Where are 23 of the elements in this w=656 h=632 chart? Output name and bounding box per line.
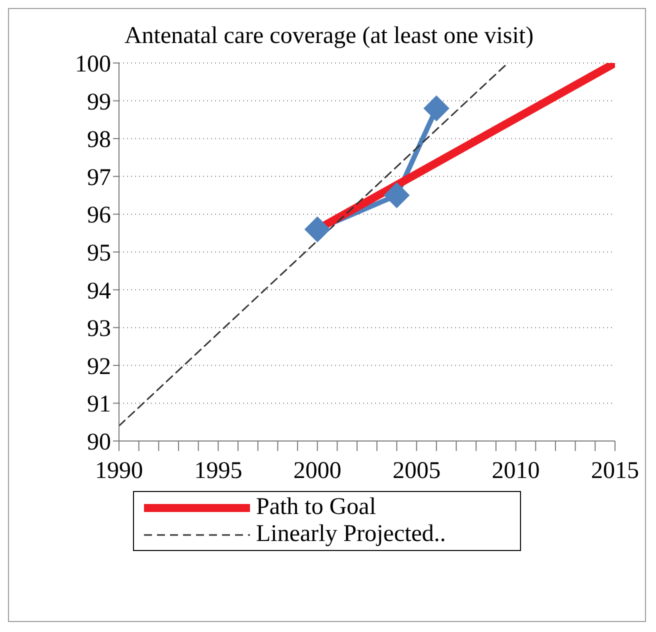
x-tick-label: 2015: [591, 458, 639, 484]
y-tick-label: 98: [87, 127, 111, 154]
legend-label: Path to Goal: [256, 494, 376, 521]
y-tick-label: 100: [75, 52, 111, 78]
x-tick-label: 2000: [293, 458, 342, 484]
y-tick-label: 90: [87, 430, 111, 456]
y-tick-label: 91: [87, 392, 111, 418]
y-tick-label: 92: [87, 354, 111, 380]
y-tick-label: 99: [87, 89, 111, 116]
y-tick-label: 93: [87, 316, 111, 342]
x-tick-label: 2005: [392, 458, 441, 484]
chart-title: Antenatal care coverage (at least one visit): [123, 22, 535, 51]
y-tick-label: 97: [87, 164, 111, 191]
x-tick-label: 1990: [95, 458, 143, 484]
x-tick-label: 1995: [194, 458, 242, 484]
y-tick-label: 94: [87, 278, 111, 304]
point: [423, 95, 450, 122]
legend-label: Linearly Projected..: [256, 521, 446, 548]
point: [384, 182, 410, 208]
point: [304, 216, 330, 242]
y-tick-label: 96: [87, 202, 111, 229]
x-tick-label: 2010: [492, 458, 540, 484]
y-tick-label: 95: [87, 240, 111, 267]
